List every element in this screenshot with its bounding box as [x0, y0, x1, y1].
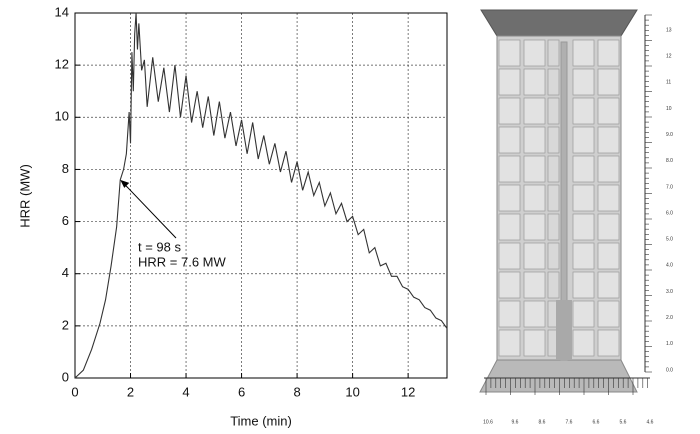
- height-label: 11: [666, 80, 671, 86]
- storage-box: [597, 68, 620, 96]
- x-tick-label: 12: [401, 384, 415, 399]
- annotation: t = 98 s: [138, 239, 181, 254]
- storage-box: [547, 155, 560, 183]
- storage-box: [547, 213, 560, 241]
- width-label: 6.6: [593, 419, 600, 425]
- storage-box: [547, 97, 560, 125]
- storage-box: [547, 39, 560, 67]
- storage-box: [597, 39, 620, 67]
- storage-box: [547, 242, 560, 270]
- y-tick-label: 2: [62, 317, 69, 332]
- storage-box: [597, 155, 620, 183]
- arrow-head: [120, 179, 130, 188]
- storage-box: [498, 97, 521, 125]
- storage-box: [523, 126, 546, 154]
- y-tick-label: 14: [55, 4, 69, 19]
- storage-box: [498, 213, 521, 241]
- height-label: 6.0: [666, 210, 673, 216]
- storage-box: [523, 213, 546, 241]
- storage-box: [572, 271, 595, 299]
- storage-box: [572, 213, 595, 241]
- height-label: 5.0: [666, 237, 673, 243]
- storage-box: [498, 300, 521, 328]
- height-label: 7.0: [666, 184, 673, 190]
- storage-box: [498, 68, 521, 96]
- x-tick-label: 6: [238, 384, 245, 399]
- width-label: 4.6: [647, 419, 654, 425]
- storage-box: [498, 39, 521, 67]
- storage-box: [597, 213, 620, 241]
- storage-box: [572, 242, 595, 270]
- storage-box: [572, 184, 595, 212]
- storage-box: [572, 97, 595, 125]
- storage-box: [597, 242, 620, 270]
- annotation-arrow: [121, 181, 177, 239]
- storage-box: [523, 155, 546, 183]
- storage-box: [498, 271, 521, 299]
- y-tick-label: 12: [55, 57, 69, 72]
- width-label: 8.6: [539, 419, 546, 425]
- storage-box: [547, 68, 560, 96]
- y-tick-label: 4: [62, 265, 69, 280]
- x-tick-label: 10: [345, 384, 359, 399]
- storage-box: [498, 155, 521, 183]
- storage-box: [597, 184, 620, 212]
- height-label: 3.0: [666, 289, 673, 295]
- width-label: 9.6: [512, 419, 519, 425]
- height-label: 2.0: [666, 315, 673, 321]
- storage-box: [498, 184, 521, 212]
- storage-box: [523, 68, 546, 96]
- y-axis-label: HRR (MW): [17, 164, 32, 228]
- storage-box: [547, 271, 560, 299]
- rack-render: [479, 9, 638, 393]
- width-label: 10.6: [483, 419, 493, 425]
- y-tick-label: 10: [55, 109, 69, 124]
- annotation: HRR = 7.6 MW: [138, 254, 226, 269]
- storage-box: [523, 184, 546, 212]
- storage-box: [523, 97, 546, 125]
- storage-box: [572, 126, 595, 154]
- storage-box: [523, 271, 546, 299]
- storage-box: [523, 300, 546, 328]
- height-label: 1.0: [666, 341, 673, 347]
- storage-box: [572, 300, 595, 328]
- storage-box: [597, 329, 620, 357]
- x-tick-label: 4: [182, 384, 189, 399]
- plot-frame: [74, 12, 448, 379]
- storage-box: [572, 155, 595, 183]
- storage-box: [597, 126, 620, 154]
- storage-box: [597, 97, 620, 125]
- height-label: 9.0: [666, 132, 673, 138]
- height-label: 12: [666, 53, 672, 59]
- storage-box: [498, 126, 521, 154]
- storage-box: [597, 271, 620, 299]
- width-label: 7.6: [566, 419, 573, 425]
- storage-box: [523, 242, 546, 270]
- storage-box: [523, 39, 546, 67]
- storage-box: [523, 329, 546, 357]
- storage-box: [572, 39, 595, 67]
- height-label: 10: [666, 106, 672, 112]
- storage-box: [498, 329, 521, 357]
- height-label: 0.0: [666, 367, 673, 373]
- x-axis-label: Time (min): [230, 413, 292, 428]
- storage-box: [547, 184, 560, 212]
- storage-box: [547, 126, 560, 154]
- storage-box: [498, 242, 521, 270]
- storage-box: [572, 68, 595, 96]
- height-label: 4.0: [666, 263, 673, 269]
- y-tick-label: 6: [62, 213, 69, 228]
- x-tick-label: 2: [127, 384, 134, 399]
- data-line: [74, 12, 448, 379]
- height-label: 13: [666, 27, 672, 33]
- x-tick-label: 8: [293, 384, 300, 399]
- height-label: 8.0: [666, 158, 673, 164]
- x-tick-label: 0: [71, 384, 78, 399]
- storage-box: [572, 329, 595, 357]
- y-tick-label: 0: [62, 369, 69, 384]
- storage-box: [597, 300, 620, 328]
- width-label: 5.6: [620, 419, 627, 425]
- y-tick-label: 8: [62, 161, 69, 176]
